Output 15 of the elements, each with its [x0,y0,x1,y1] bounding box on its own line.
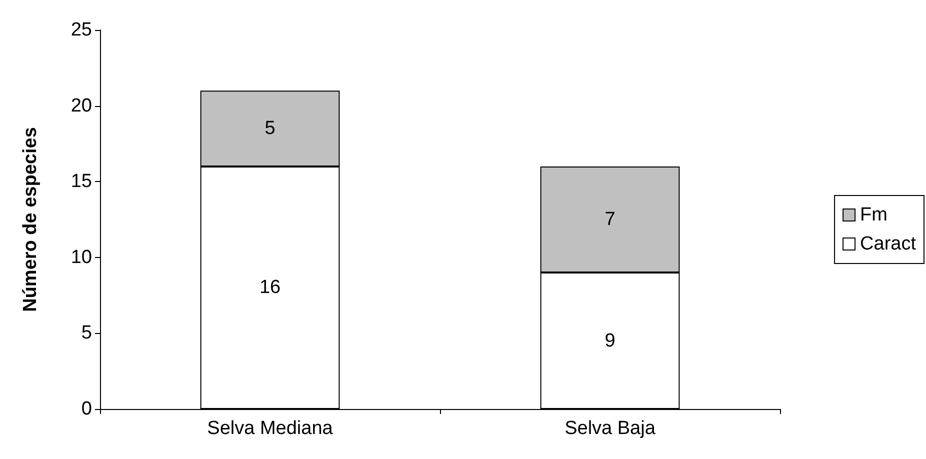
y-tick-label: 25 [70,20,92,40]
y-tick-label: 10 [70,246,92,268]
data-label: 5 [264,118,276,140]
data-label: 16 [259,277,281,298]
x-tick-label: Selva Mediana [207,418,334,439]
x-tick-label: Selva Baja [564,418,656,439]
y-tick-label: 20 [70,95,92,116]
y-tick-label: 0 [81,398,92,420]
y-tick-label: 5 [81,322,92,344]
y-tick-label: 15 [70,171,92,192]
legend-label: Caract [860,234,917,254]
data-label: 7 [604,209,616,230]
y-axis-title: Número de especies [20,127,41,312]
legend-label: Fm [860,204,888,226]
data-label: 9 [604,330,616,352]
